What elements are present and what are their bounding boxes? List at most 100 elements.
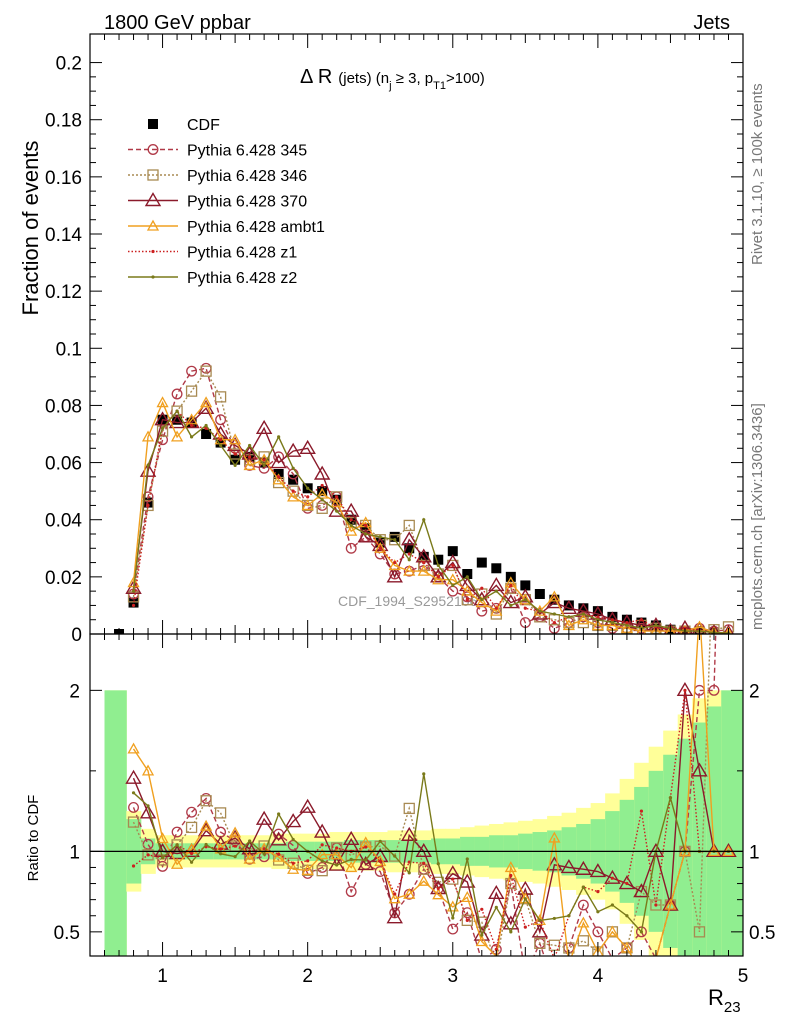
- data-point: [229, 448, 241, 460]
- legend-entry: Pythia 6.428 370: [128, 192, 307, 211]
- ratio-point: [531, 923, 549, 938]
- ratio-point: [668, 796, 673, 800]
- ratio-point: [233, 844, 237, 848]
- data-point: [306, 486, 310, 490]
- data-point: [417, 564, 430, 576]
- ratio-point: [505, 877, 517, 890]
- ratio-band-stat: [721, 690, 743, 956]
- ratio-point: [313, 823, 331, 838]
- ratio-point: [185, 821, 198, 834]
- ratio-point: [577, 935, 590, 947]
- data-point: [430, 568, 447, 583]
- data-point: [233, 452, 237, 456]
- data-point: [577, 611, 589, 623]
- ratio-point: [577, 899, 589, 911]
- data-point: [357, 528, 374, 543]
- ratio-point: [575, 860, 592, 875]
- ratio-point: [316, 848, 329, 860]
- data-point: [189, 435, 194, 439]
- ratio-point: [262, 847, 266, 851]
- ratio-band-stat: [692, 722, 708, 956]
- ratio-point: [403, 887, 416, 899]
- data-point: [316, 502, 328, 514]
- ratio-point: [639, 930, 644, 934]
- data-point: [436, 575, 440, 579]
- rivet-label: Rivet 3.1.10, ≥ 100k events: [749, 83, 766, 265]
- ratio-point: [262, 852, 266, 856]
- data-point: [552, 620, 556, 625]
- ratio-point: [277, 812, 281, 816]
- data-point: [360, 523, 371, 534]
- ratio-point: [156, 854, 169, 866]
- data-point: [199, 396, 213, 408]
- series-line: [132, 369, 729, 634]
- data-point: [523, 598, 527, 602]
- ratio-point: [589, 863, 607, 878]
- ratio-series-pythia-6-428-ambt1: [127, 634, 735, 956]
- data-point: [299, 439, 316, 454]
- ratio-point: [461, 914, 473, 926]
- ratio-line: [132, 690, 729, 938]
- ratio-ytick-label-right: 0.5: [749, 923, 775, 944]
- ratio-point: [403, 802, 415, 815]
- data-point: [277, 475, 281, 479]
- legend-marker: [148, 119, 158, 129]
- data-point: [546, 594, 563, 609]
- data-point: [248, 455, 252, 459]
- ratio-point: [386, 909, 403, 924]
- ratio-point: [494, 947, 498, 951]
- ratio-point: [330, 848, 343, 860]
- ratio-point: [447, 923, 459, 935]
- data-point: [575, 602, 592, 617]
- legend-label: Pythia 6.428 z2: [187, 270, 297, 287]
- ratio-point: [219, 847, 223, 851]
- ratio-point: [364, 858, 368, 862]
- ratio-point: [233, 855, 237, 859]
- data-point: [215, 414, 227, 426]
- data-point: [519, 593, 532, 605]
- ratio-point: [219, 852, 223, 856]
- data-point: [364, 523, 368, 528]
- data-point: [201, 429, 212, 439]
- main-ytick-label: 0.16: [45, 168, 82, 189]
- data-point: [636, 624, 647, 634]
- ratio-point: [625, 881, 629, 886]
- data-point: [490, 604, 503, 616]
- data-point: [407, 552, 411, 556]
- ratio-point: [393, 892, 397, 896]
- data-point: [654, 623, 658, 628]
- legend-entry: Pythia 6.428 z1: [128, 245, 297, 262]
- legend-marker: [151, 275, 155, 279]
- series-line: [132, 367, 729, 632]
- ratio-point: [422, 861, 426, 865]
- data-point: [313, 465, 331, 480]
- data-point: [444, 554, 461, 569]
- ratio-point: [538, 918, 542, 922]
- ratio-point: [146, 804, 150, 808]
- series-pythia-6-428-ambt1: [127, 396, 733, 634]
- ratio-point: [316, 865, 328, 877]
- legend-entry: Pythia 6.428 346: [128, 168, 307, 185]
- data-point: [386, 568, 403, 583]
- data-point: [581, 612, 585, 616]
- data-point: [451, 583, 455, 588]
- data-point: [125, 579, 142, 594]
- data-point: [316, 487, 329, 499]
- ratio-point: [378, 839, 382, 843]
- data-point: [639, 618, 644, 622]
- data-point: [342, 502, 360, 517]
- chart-title: Δ R (jets) (nj ≥ 3, pT1>100): [300, 66, 485, 92]
- ratio-point: [171, 826, 183, 838]
- data-point: [160, 426, 165, 430]
- legend-label: Pythia 6.428 345: [187, 143, 307, 160]
- ratio-point: [277, 852, 281, 856]
- ratio-point: [255, 810, 273, 825]
- ratio-point: [606, 925, 619, 937]
- legend-marker: [144, 192, 162, 207]
- data-point: [509, 583, 513, 588]
- ratio-point: [171, 839, 183, 851]
- title-pre: (jets) (n: [338, 70, 389, 87]
- legend-marker: [146, 219, 160, 231]
- ratio-point: [683, 688, 687, 692]
- data-point: [621, 614, 632, 625]
